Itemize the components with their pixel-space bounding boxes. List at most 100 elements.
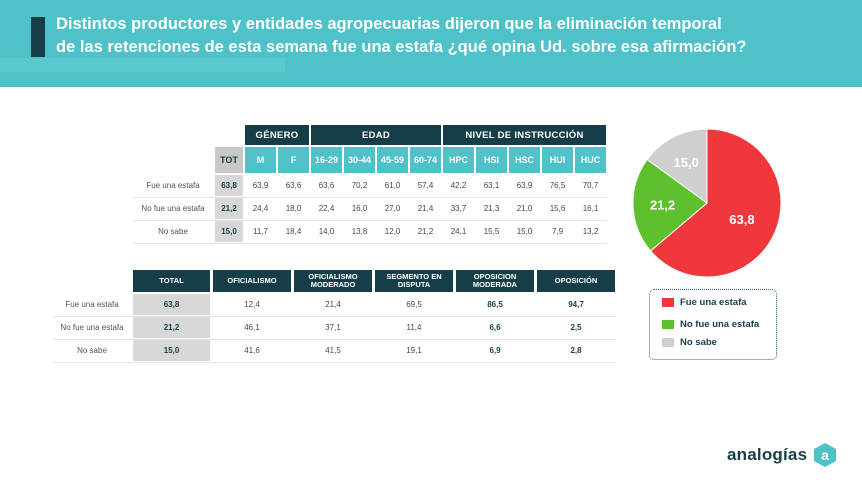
column-header: OFICIALISMO MODERADO	[294, 270, 372, 292]
table-cell: 76,5	[549, 181, 566, 190]
row-label: Fue una estafa	[65, 300, 119, 309]
brand-name: analogías	[727, 445, 808, 464]
table-cell: 18,4	[285, 227, 302, 236]
table-cell: 94,7	[568, 300, 584, 309]
table-cell: 13,2	[582, 227, 599, 236]
table-cell: 6,9	[489, 346, 501, 355]
table-cell: 57,4	[417, 181, 434, 190]
pie-data-label: 15,0	[674, 155, 699, 170]
title-line-1: Distintos productores y entidades agrope…	[56, 15, 722, 33]
legend-swatch-green	[662, 320, 674, 329]
column-header: HSC	[509, 147, 540, 173]
table-cell: 63,6	[285, 181, 302, 190]
table-cell: 69,5	[406, 300, 422, 309]
table-cell: 63,9	[252, 181, 269, 190]
table-cell: 16,1	[582, 204, 599, 213]
table-cell: 11,7	[253, 227, 268, 236]
column-header: F	[278, 147, 309, 173]
column-header: 30-44	[344, 147, 375, 173]
table-cell: 46,1	[244, 323, 260, 332]
column-header: HSI	[476, 147, 507, 173]
table-cell: 13,8	[351, 227, 368, 236]
group-header: GÉNERO	[245, 125, 309, 145]
pie-data-label: 21,2	[650, 198, 675, 213]
table-cell: 63,9	[516, 181, 533, 190]
title-line-2: de las retenciones de esta semana fue un…	[56, 38, 747, 56]
table-cell: 15,0	[215, 221, 243, 242]
row-divider	[133, 196, 606, 198]
title-bar-marker	[31, 17, 45, 57]
legend-item-no-estafa: No fue una estafa	[662, 319, 759, 330]
table-cell: 70,7	[582, 181, 599, 190]
table-cell: 63,6	[318, 181, 335, 190]
banner-accent	[0, 58, 285, 72]
page-title: Distintos productores y entidades agrope…	[56, 13, 846, 59]
table-cell: 15,5	[483, 227, 500, 236]
legend-swatch-red	[662, 298, 674, 307]
table-cell: 6,6	[489, 323, 501, 332]
column-header: HPC	[443, 147, 474, 173]
row-label: No fue una estafa	[60, 323, 124, 332]
row-divider	[53, 315, 615, 317]
table-cell: 21,4	[325, 300, 341, 309]
table-cell: 15,6	[549, 204, 566, 213]
table-cell: 24,4	[252, 204, 269, 213]
column-header: 16-29	[311, 147, 342, 173]
table-cell: 21,2	[215, 198, 243, 219]
table-cell: 63,8	[215, 175, 243, 196]
column-header: OPOSICIÓN	[537, 270, 615, 292]
row-label: Fue una estafa	[146, 181, 200, 190]
table-cell: 14,0	[318, 227, 335, 236]
table-cell: 61,0	[384, 181, 401, 190]
row-label: No sabe	[158, 227, 188, 236]
legend-label: Fue una estafa	[680, 297, 747, 308]
brand-logo: analogías a	[727, 442, 838, 468]
column-header: HUC	[575, 147, 606, 173]
column-header: OFICIALISMO	[213, 270, 291, 292]
group-header: NIVEL DE INSTRUCCIÓN	[443, 125, 606, 145]
pie-legend: Fue una estafa No fue una estafa No sabe	[649, 289, 777, 360]
column-header: HUI	[542, 147, 573, 173]
table-cell: 42,2	[450, 181, 467, 190]
column-header: 60-74	[410, 147, 441, 173]
row-divider	[133, 219, 606, 221]
table-cell: 41,5	[325, 346, 341, 355]
table-cell: 2,5	[570, 323, 582, 332]
table-cell: 16,0	[351, 204, 368, 213]
column-header: M	[245, 147, 276, 173]
table-cell: 27,0	[384, 204, 401, 213]
column-header: TOT	[215, 147, 243, 173]
table-cell: 24,1	[450, 227, 467, 236]
legend-label: No fue una estafa	[680, 319, 760, 330]
table-cell: 21,3	[483, 204, 500, 213]
column-header: OPOSICION MODERADA	[456, 270, 534, 292]
row-label: No fue una estafa	[141, 204, 205, 213]
row-label: No sabe	[77, 346, 107, 355]
pie-slice-estafa	[649, 128, 782, 278]
table-cell: 70,2	[351, 181, 368, 190]
table-cell: 41,6	[244, 346, 260, 355]
table-cell: 15,0	[133, 340, 210, 361]
table-cell: 63,8	[133, 294, 210, 315]
pie-chart: 63,8 21,2 15,0	[632, 128, 782, 278]
table-cell: 21,4	[417, 204, 434, 213]
pie-data-label: 63,8	[729, 212, 754, 227]
table-cell: 2,8	[570, 346, 582, 355]
brand-mark-icon: a	[812, 442, 838, 468]
svg-text:a: a	[821, 447, 829, 463]
table-cell: 11,4	[406, 323, 422, 332]
table-cell: 22,4	[318, 204, 335, 213]
table-cell: 86,5	[487, 300, 503, 309]
table-cell: 37,1	[325, 323, 341, 332]
title-banner: Distintos productores y entidades agrope…	[0, 0, 862, 87]
legend-label: No sabe	[680, 337, 717, 348]
table-cell: 21,2	[417, 227, 434, 236]
table-cell: 18,0	[285, 204, 302, 213]
column-header: SEGMENTO EN DISPUTA	[375, 270, 453, 292]
column-header: 45-59	[377, 147, 408, 173]
legend-swatch-gray	[662, 338, 674, 347]
pie-slice-no-estafa	[632, 158, 708, 252]
table-cell: 12,4	[244, 300, 260, 309]
table-cell: 19,1	[406, 346, 422, 355]
row-divider	[53, 361, 615, 363]
